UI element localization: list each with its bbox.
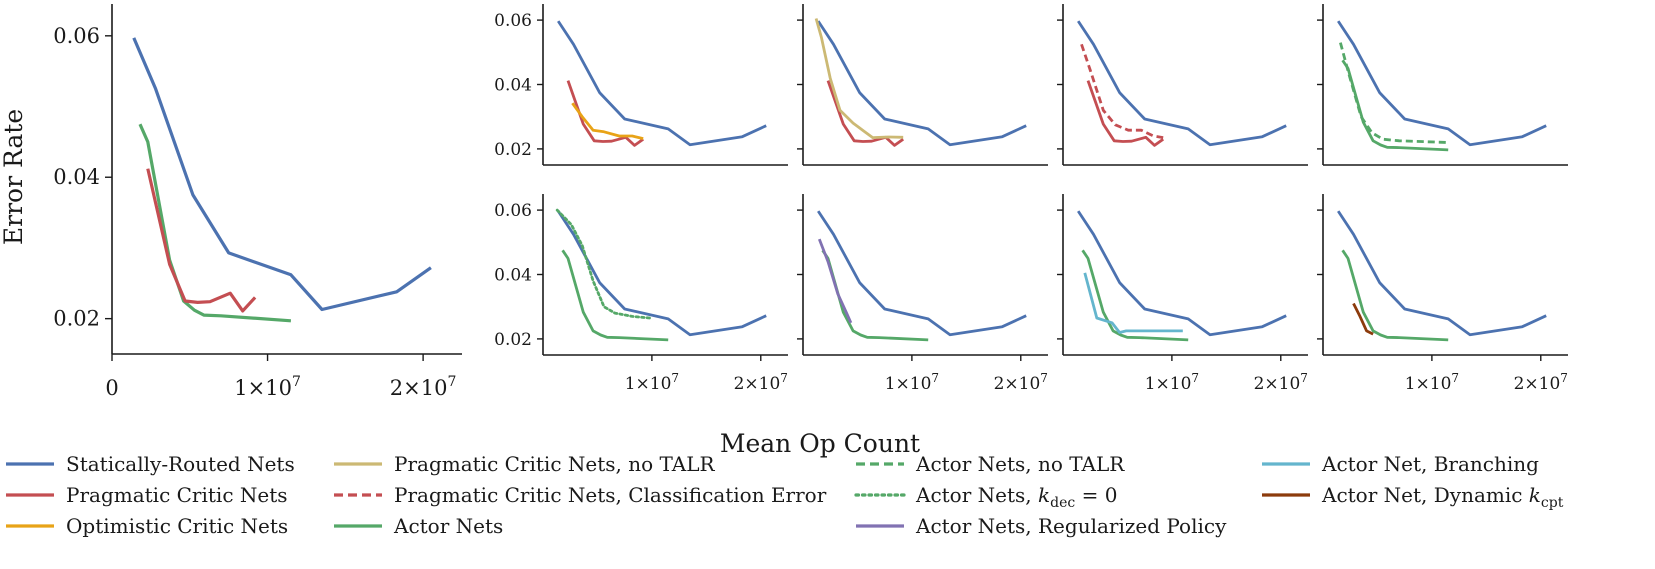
series-line-pragmatic-critic-nets xyxy=(146,168,257,313)
x-tick-label: 1×107 xyxy=(1145,371,1199,394)
series-line-statically-routed-nets xyxy=(1077,210,1287,337)
panels: 0.020.040.060 1×107 2×1070.020.040.060.020… xyxy=(53,4,1568,400)
x-tick-label: 1×107 xyxy=(885,371,939,394)
legend-label: Actor Nets xyxy=(393,514,503,538)
series-line-optimistic-critic-nets xyxy=(571,102,644,140)
series-line-actor-nets xyxy=(1341,59,1449,152)
panel-r1c2 xyxy=(797,4,1048,166)
legend-label: Pragmatic Critic Nets, no TALR xyxy=(394,452,715,476)
series-line-actor-nets xyxy=(138,123,292,323)
legend-item: Statically-Routed Nets xyxy=(6,452,295,476)
legend-item: Actor Nets, kdec = 0 xyxy=(854,483,1117,511)
y-tick-label: 0.04 xyxy=(494,266,532,286)
y-tick-label: 0.06 xyxy=(494,11,532,31)
series-line-actor-net-dynamic-k-cpt xyxy=(1352,302,1374,336)
y-tick-label: 0.02 xyxy=(494,330,532,350)
y-tick-label: 0.02 xyxy=(494,140,532,160)
series-line-actor-net-branching xyxy=(1083,272,1183,334)
x-tick-label: 0 xyxy=(105,376,118,400)
x-tick-label: 2×107 xyxy=(734,371,788,394)
x-tick-label: 2×107 xyxy=(994,371,1048,394)
series-line-statically-routed-nets xyxy=(1337,20,1547,147)
panel-r2c1: 0.02 0.04 0.06 1×107 2×107 xyxy=(494,194,788,394)
y-tick-label: 0.02 xyxy=(53,307,100,331)
series-line-statically-routed-nets xyxy=(817,20,1027,147)
y-tick-label: 0.06 xyxy=(494,201,532,221)
legend-item: Pragmatic Critic Nets, no TALR xyxy=(334,452,715,476)
x-tick-label: 1×107 xyxy=(625,371,679,394)
legend-label: Actor Net, Dynamic kcpt xyxy=(1321,483,1564,511)
series-line-pragmatic-critic-nets xyxy=(1086,80,1165,147)
legend-item: Actor Nets, Regularized Policy xyxy=(856,514,1227,538)
legend-label: Actor Nets, no TALR xyxy=(915,452,1125,476)
legend-label: Actor Nets, kdec = 0 xyxy=(915,483,1117,511)
legend-label: Statically-Routed Nets xyxy=(66,452,295,476)
series-line-pragmatic-critic-nets xyxy=(826,80,905,147)
panel-r2c4: 1×107 2×107 xyxy=(1317,194,1568,394)
series-line-pragmatic-critic-nets-no-talr xyxy=(814,18,904,140)
y-tick-label: 0.04 xyxy=(53,165,100,189)
panel-r1c1: 0.02 0.04 0.06 xyxy=(494,4,788,166)
legend-item: Actor Nets xyxy=(334,514,503,538)
legend-item: Pragmatic Critic Nets, Classification Er… xyxy=(334,483,827,507)
series-line-statically-routed-nets xyxy=(132,37,432,312)
legend-label: Pragmatic Critic Nets xyxy=(66,483,288,507)
y-tick-label: 0.04 xyxy=(494,76,532,96)
panel-r2c3: 1×107 2×107 xyxy=(1057,194,1308,394)
series-line-actor-nets-regularized-policy xyxy=(817,238,853,324)
y-axis-title: Error Rate xyxy=(0,109,28,245)
x-tick-label: 2×107 xyxy=(1514,371,1568,394)
panel-r2c2: 1×107 2×107 xyxy=(797,194,1048,394)
x-tick-label: 1×107 xyxy=(1405,371,1459,394)
legend-item: Pragmatic Critic Nets xyxy=(6,483,288,507)
panel-r1c4 xyxy=(1317,4,1568,166)
legend: Statically-Routed Nets Pragmatic Critic N… xyxy=(6,452,1564,538)
panel-main: 0.02 0.04 0.06 0 1×107 2×107 xyxy=(53,4,462,400)
series-line-actor-nets xyxy=(561,249,669,342)
x-tick-label: 2×107 xyxy=(390,374,457,400)
legend-item: Actor Net, Dynamic kcpt xyxy=(1262,483,1564,511)
series-line-statically-routed-nets xyxy=(1077,20,1287,147)
legend-label: Optimistic Critic Nets xyxy=(66,514,288,538)
series-line-actor-nets-no-talr xyxy=(1339,42,1449,144)
legend-item: Actor Net, Branching xyxy=(1262,452,1539,476)
x-axis-title: Mean Op Count xyxy=(720,429,920,458)
series-line-statically-routed-nets xyxy=(557,210,767,337)
series-line-statically-routed-nets xyxy=(1337,210,1547,337)
series-line-statically-routed-nets xyxy=(557,20,767,147)
series-line-actor-nets-k-dec-0 xyxy=(555,208,652,320)
series-line-actor-nets xyxy=(1341,249,1449,342)
legend-item: Actor Nets, no TALR xyxy=(856,452,1125,476)
series-line-statically-routed-nets xyxy=(817,210,1027,337)
x-tick-label: 1×107 xyxy=(234,374,301,400)
x-tick-label: 2×107 xyxy=(1254,371,1308,394)
series-line-pragmatic-critic-nets-classification-error xyxy=(1080,43,1164,139)
legend-label: Pragmatic Critic Nets, Classification Er… xyxy=(394,483,827,507)
series-line-pragmatic-critic-nets xyxy=(566,80,645,147)
series-line-actor-nets xyxy=(1081,249,1189,342)
y-tick-label: 0.06 xyxy=(53,24,100,48)
panel-r1c3 xyxy=(1057,4,1308,166)
legend-item: Optimistic Critic Nets xyxy=(6,514,288,538)
legend-label: Actor Nets, Regularized Policy xyxy=(915,514,1227,538)
legend-label: Actor Net, Branching xyxy=(1321,452,1539,476)
